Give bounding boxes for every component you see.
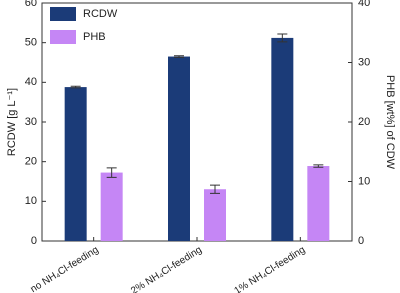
error-bar [210, 184, 220, 194]
y-tick-label: 0 [31, 235, 37, 247]
y-tick-label: 60 [25, 0, 37, 9]
y-tick-label: 50 [25, 37, 37, 49]
y-tick-label: 20 [25, 156, 37, 168]
y2-tick-label: 10 [358, 175, 370, 187]
error-bar [106, 167, 117, 178]
y2-tick-label: 40 [358, 0, 370, 9]
bar [100, 172, 123, 241]
error-bar [313, 164, 324, 168]
legend-swatch [50, 7, 76, 21]
y2-tick-label: 20 [358, 116, 370, 128]
bar [64, 87, 87, 242]
y-tick-label: 10 [25, 195, 37, 207]
legend-label: RCDW [83, 8, 118, 20]
y-axis-title: RCDW [g L⁻¹] [6, 88, 18, 156]
error-bar [174, 55, 184, 58]
y-tick-label: 30 [25, 116, 37, 128]
bar [168, 56, 190, 241]
legend-swatch [50, 30, 76, 44]
bar [307, 166, 330, 241]
legend-label: PHB [83, 31, 106, 43]
y-tick-label: 40 [25, 76, 37, 88]
y2-tick-label: 0 [358, 235, 364, 247]
error-bar [70, 85, 81, 89]
bar [204, 189, 226, 241]
error-bar [277, 33, 288, 43]
x-tick-label: 1% NH₄Cl-feeding [233, 244, 308, 293]
y2-tick-label: 30 [358, 56, 370, 68]
bar [271, 37, 294, 242]
x-tick-label: 2% NH₄Cl-feeding [129, 244, 204, 293]
x-tick-label: no NH₄Cl-feeding [29, 244, 101, 293]
y2-axis-title: PHB [wt%] of CDW [384, 75, 396, 170]
